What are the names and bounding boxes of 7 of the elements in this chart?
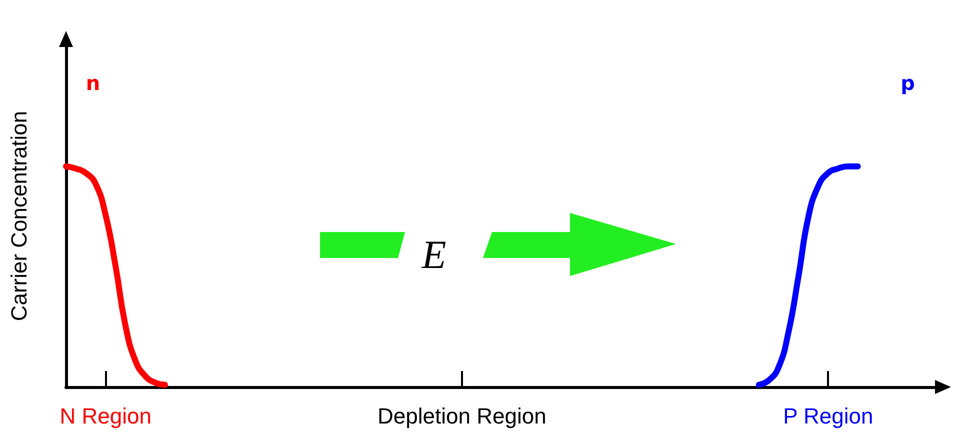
x-tick-label: Depletion Region — [378, 404, 546, 428]
annotation: E — [420, 232, 446, 277]
text: p — [900, 71, 915, 95]
text: n — [86, 71, 100, 95]
x-tick-label: N Region — [60, 404, 152, 428]
x-tick-label: P Region — [783, 404, 874, 428]
y-axis-title: Carrier Concentration — [6, 110, 32, 322]
